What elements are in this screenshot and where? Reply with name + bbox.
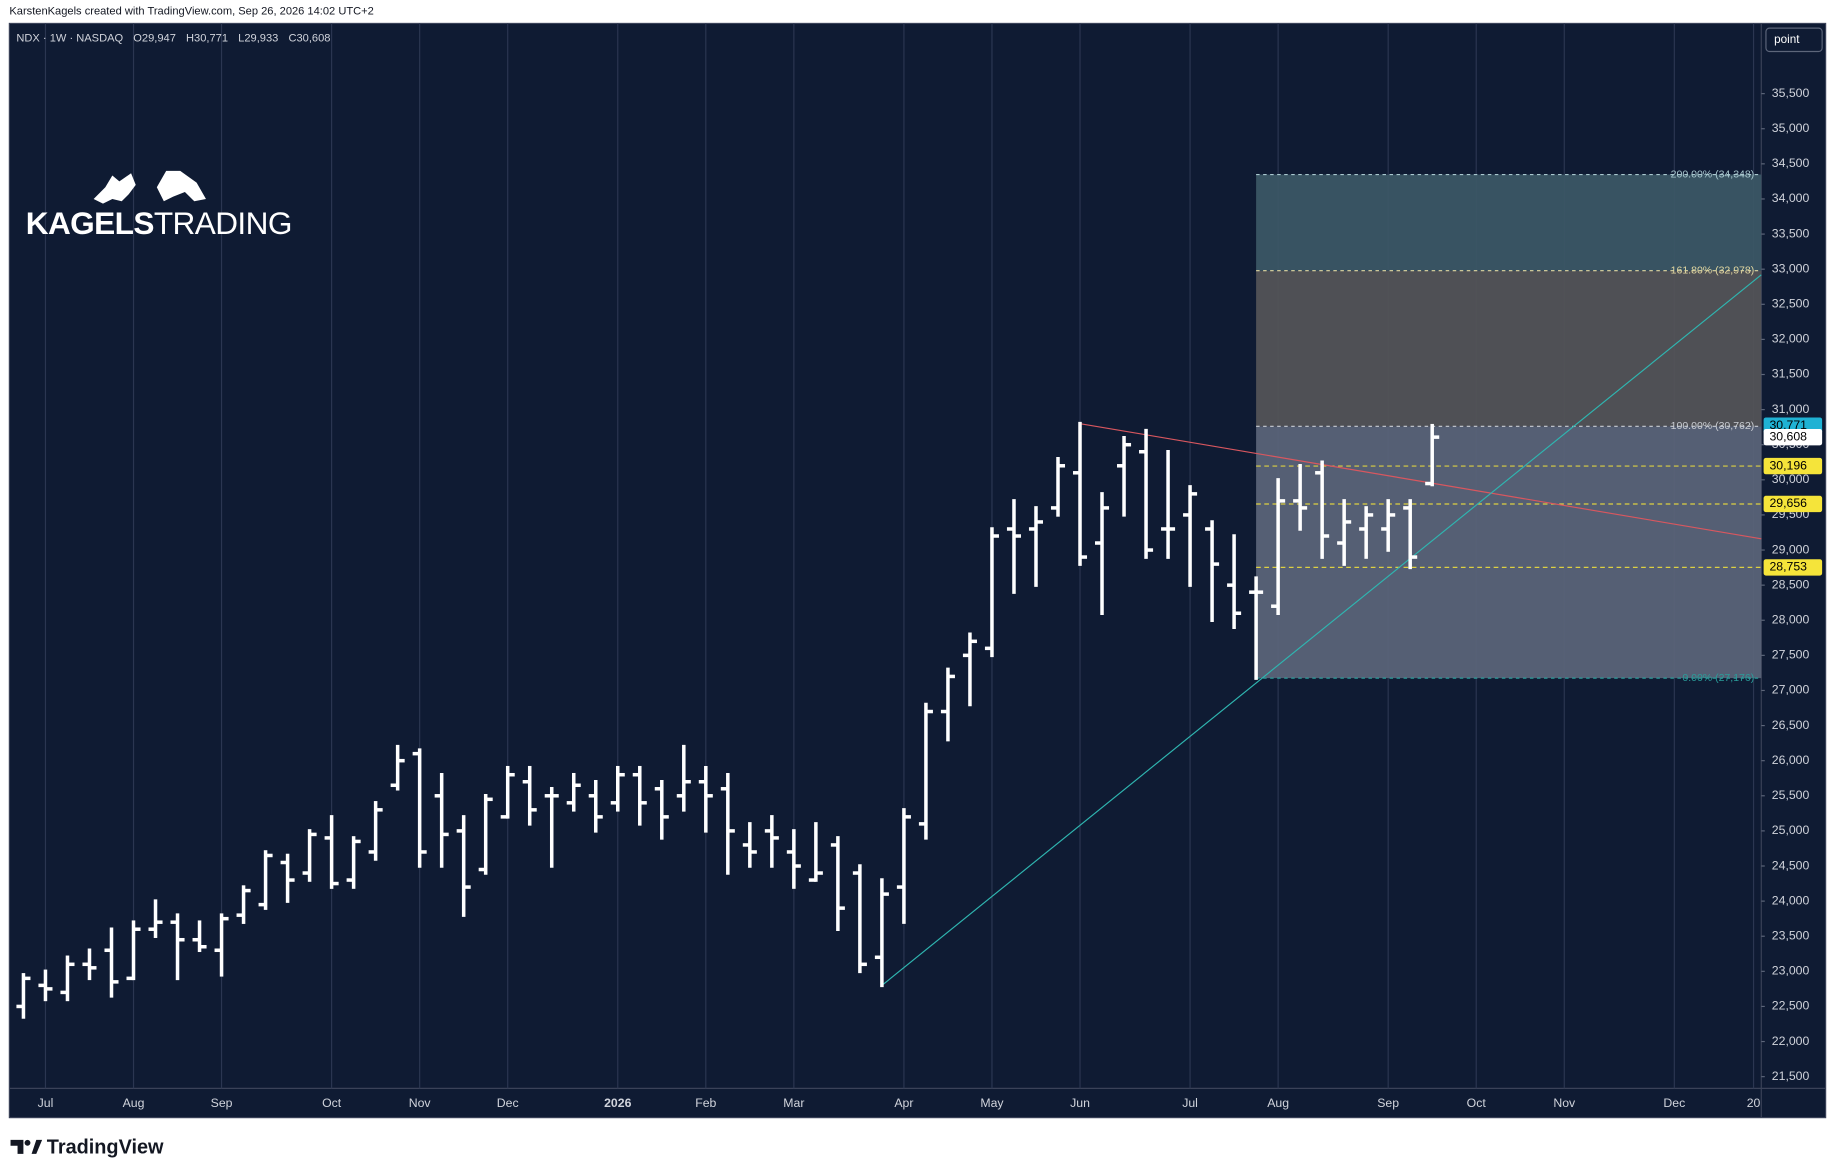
y-tick-label: 26,500 [1772,718,1810,732]
y-tick-label: 25,000 [1772,823,1810,837]
axes: Jul Aug Sep Oct Nov Dec 2026 Feb Mar Apr May Jun Jul… [38,86,1823,1110]
price-tag [1763,559,1823,576]
logo-icons [93,170,206,204]
fib-zone [1256,426,1762,679]
y-tick-label: 23,500 [1772,928,1810,942]
x-tick-label: Mar [783,1096,804,1110]
footer-brand: TradingView [47,1136,164,1158]
logo-light: TRADING [154,205,292,241]
legend-symbol: NDX · 1W · NASDAQ [16,33,123,45]
ohlc-legend: NDX · 1W · NASDAQ O29,947 H30,771 L29,93… [16,33,330,45]
y-tick-label: 33,500 [1772,226,1810,240]
x-tick-label: Jul [38,1096,54,1110]
x-tick-label: Aug [1267,1096,1289,1110]
y-tick-label: 31,500 [1772,367,1810,381]
price-tag-label: 29,656 [1769,496,1807,510]
y-tick-label: 27,500 [1772,648,1810,662]
tv-logo-part [24,1139,31,1146]
y-tick-label: 23,000 [1772,964,1810,978]
fib-zones [1256,174,1762,679]
bars [16,421,1440,1019]
tv-logo-part [31,1139,43,1154]
y-tick-label: 35,500 [1772,86,1810,100]
price-tag [1763,457,1823,475]
trendline [881,274,1762,986]
x-tick-label: May [980,1096,1004,1110]
bull-icon [93,173,136,204]
y-tick-label: 29,000 [1772,542,1810,556]
y-tick-label: 34,000 [1772,191,1810,205]
y-tick-label: 22,500 [1772,999,1810,1013]
logo-bold: KAGELS [26,205,154,241]
legend-low: L29,933 [238,33,278,45]
credit: KarstenKagels created with TradingView.c… [9,6,373,18]
price-tag-label: 30,771 [1769,418,1807,432]
x-tick-label: Sep [1377,1096,1399,1110]
price-tag [1763,428,1823,446]
legend-high: H30,771 [186,33,228,45]
drawings: 0.00% (27,176) 100.00% (30,762) 161.80% (3… [881,168,1762,986]
y-tick-label: 21,500 [1772,1069,1810,1083]
y-tick-label: 34,500 [1772,156,1810,170]
point-button[interactable] [1765,27,1823,53]
x-tick-label: Sep [211,1096,233,1110]
x-tick-label: Apr [894,1096,913,1110]
x-tick-label: Aug [123,1096,145,1110]
tv-logo-icon [10,1139,43,1154]
y-tick-label: 28,500 [1772,577,1810,591]
logo-text: KAGELSTRADING [26,205,292,241]
y-tick-label: 32,500 [1772,297,1810,311]
y-tick-label: 28,000 [1772,613,1810,627]
price-tag-label: 30,608 [1769,429,1807,443]
x-tick-label: Nov [1553,1096,1576,1110]
price-tag [1763,495,1823,513]
fib-level-label: 100.00% (30,762) [1671,420,1755,432]
x-tick-label: 2026 [604,1096,631,1110]
y-tick-label: 24,000 [1772,893,1810,907]
y-tick-label: 32,000 [1772,332,1810,346]
price-tag-label: 28,753 [1769,560,1807,574]
x-tick-label: Feb [695,1096,716,1110]
fib-zone [1256,270,1762,427]
x-tick-label: Nov [409,1096,432,1110]
x-tick-label: Dec [1663,1096,1685,1110]
x-tick-label: Jul [1182,1096,1198,1110]
point-button-label[interactable]: point [1774,33,1800,46]
price-tag-label: 30,196 [1769,458,1807,472]
tv-logo-part [10,1139,24,1154]
y-tick-label: 31,000 [1772,402,1810,416]
y-tick-label: 25,500 [1772,788,1810,802]
fib-zone [1256,174,1762,271]
trendline [1079,423,1762,540]
y-tick-label: 33,000 [1772,261,1810,275]
y-tick-label: 35,000 [1772,121,1810,135]
y-tick-label: 24,500 [1772,858,1810,872]
y-tick-label: 26,000 [1772,753,1810,767]
x-tick-label: Oct [1467,1096,1487,1110]
x-tick-label: 20 [1747,1096,1761,1110]
legend-close: C30,608 [288,33,330,45]
x-tick-label: Jun [1070,1096,1090,1110]
x-tick-label: Dec [497,1096,519,1110]
bear-icon [156,170,206,202]
fib-level-label: 161.80% (32,978) [1671,265,1755,277]
fib-level-label: 0.00% (27,176) [1682,672,1754,684]
fib-level-label: 200.00% (34,348) [1671,168,1755,180]
legend-open: O29,947 [133,33,176,45]
y-tick-label: 27,000 [1772,683,1810,697]
x-tick-label: Oct [322,1096,342,1110]
y-tick-label: 30,000 [1772,472,1810,486]
y-tick-label: 22,000 [1772,1034,1810,1048]
